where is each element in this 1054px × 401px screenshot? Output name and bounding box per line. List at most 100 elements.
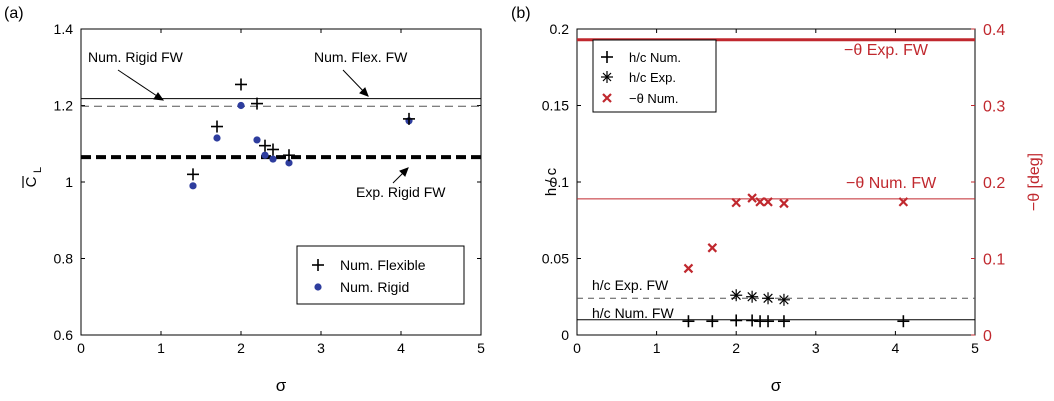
annotation-num-flex-fw: Num. Flex. FW bbox=[314, 49, 408, 65]
panel-b-label: (b) bbox=[511, 5, 531, 22]
point-hc-exp bbox=[777, 293, 790, 306]
annotation-exp-rigid-fw: Exp. Rigid FW bbox=[356, 184, 446, 200]
legend-plus-marker-b bbox=[601, 51, 613, 63]
panel-a-xlabel: σ bbox=[276, 376, 287, 395]
y-tick-label: 1 bbox=[65, 174, 73, 190]
panel-a-data-points bbox=[187, 78, 415, 190]
point-num-flexible bbox=[267, 143, 279, 156]
legend-box-b bbox=[592, 39, 717, 113]
y-tick-label: 0.8 bbox=[54, 251, 74, 267]
legend-box bbox=[296, 245, 465, 305]
y-tick-label: 1.4 bbox=[54, 21, 74, 37]
y-tick-label: 0.6 bbox=[54, 327, 74, 343]
legend-num-flexible: Num. Flexible bbox=[340, 257, 426, 273]
annotation-theta-exp-fw: −θ Exp. FW bbox=[844, 42, 929, 59]
point-hc-num bbox=[706, 315, 719, 328]
y-tick-label-left: 0 bbox=[561, 327, 569, 343]
panel-b-reference-lines bbox=[577, 38, 975, 321]
y-tick-label-right: 0.3 bbox=[983, 99, 1005, 116]
legend-asterisk-marker bbox=[601, 71, 613, 83]
point-num-flexible bbox=[235, 78, 247, 91]
legend-theta-num: −θ Num. bbox=[629, 91, 679, 106]
x-tick-label: 2 bbox=[732, 340, 740, 356]
panel-a-ylabel-main: C bbox=[23, 176, 40, 187]
panel-a-label: (a) bbox=[4, 5, 24, 22]
point-theta-num bbox=[763, 197, 773, 207]
y-tick-label-right: 0.2 bbox=[983, 175, 1005, 192]
panel-b-ylabel-right: −θ [deg] bbox=[1026, 153, 1043, 211]
point-num-rigid bbox=[189, 182, 197, 190]
annotation-num-rigid-fw: Num. Rigid FW bbox=[88, 49, 184, 65]
point-hc-num bbox=[897, 315, 910, 328]
y-tick-label-left: 0.15 bbox=[542, 98, 569, 114]
point-theta-num bbox=[755, 197, 765, 207]
point-theta-num bbox=[731, 197, 741, 208]
panel-b-legend: h/c Num. h/c Exp. −θ Num. bbox=[592, 39, 717, 113]
point-hc-num bbox=[730, 314, 743, 327]
x-tick-label: 2 bbox=[237, 340, 245, 356]
point-num-rigid bbox=[261, 151, 269, 159]
point-hc-exp bbox=[730, 289, 743, 302]
point-hc-exp bbox=[762, 292, 775, 305]
x-tick-label: 1 bbox=[653, 340, 661, 356]
panel-b-xlabel: σ bbox=[771, 376, 782, 395]
point-theta-num bbox=[707, 243, 718, 253]
panel-b-data-points bbox=[682, 193, 910, 328]
legend-num-rigid: Num. Rigid bbox=[340, 279, 409, 295]
x-tick-label: 0 bbox=[573, 340, 581, 356]
x-tick-label: 4 bbox=[892, 340, 900, 356]
annotation-theta-num-fw: −θ Num. FW bbox=[846, 175, 937, 192]
annotation-arrows bbox=[117, 69, 409, 184]
x-tick-label: 4 bbox=[397, 340, 405, 356]
point-hc-exp bbox=[746, 290, 759, 303]
point-num-flexible bbox=[251, 97, 263, 110]
point-theta-num bbox=[747, 193, 757, 203]
y-tick-label-left: 0.2 bbox=[550, 21, 570, 37]
point-num-flexible bbox=[187, 168, 199, 181]
point-num-flexible bbox=[259, 139, 271, 152]
panel-b-ylabel-left: h / c bbox=[543, 167, 560, 196]
legend-hc-num: h/c Num. bbox=[629, 50, 681, 65]
point-num-rigid bbox=[285, 159, 293, 167]
point-num-flexible bbox=[211, 120, 223, 133]
legend-hc-exp: h/c Exp. bbox=[629, 70, 676, 85]
annotation-hc-num-fw: h/c Num. FW bbox=[592, 305, 674, 321]
y-tick-label-right: 0.1 bbox=[983, 252, 1005, 269]
point-hc-num bbox=[777, 315, 790, 328]
point-num-rigid bbox=[213, 134, 221, 142]
x-tick-label: 3 bbox=[812, 340, 820, 356]
annotation-hc-exp-fw: h/c Exp. FW bbox=[592, 277, 669, 293]
y-tick-label-right: 0 bbox=[983, 328, 992, 345]
panel-a-reference-lines bbox=[81, 98, 481, 160]
legend-dot-marker bbox=[314, 283, 322, 291]
panel-a-ylabel: C L bbox=[22, 167, 44, 188]
panel-a: (a) 0 1 2 3 4 5 0.6 0.8 1 1.2 1.4 Num. Rigid FW Nu… bbox=[4, 5, 485, 395]
panel-a-legend: Num. Flexible Num. Rigid bbox=[296, 245, 465, 305]
panel-a-ylabel-sub: L bbox=[32, 167, 44, 173]
y-tick-label-left: 0.05 bbox=[542, 251, 569, 267]
x-tick-label: 5 bbox=[477, 340, 485, 356]
legend-plus-marker bbox=[312, 259, 324, 271]
x-tick-label: 3 bbox=[317, 340, 325, 356]
x-tick-label: 0 bbox=[77, 340, 85, 356]
point-theta-num bbox=[898, 197, 909, 207]
y-tick-label-left: 0.1 bbox=[550, 174, 570, 190]
legend-x-marker bbox=[602, 93, 612, 103]
point-num-rigid bbox=[253, 136, 261, 144]
point-num-rigid bbox=[269, 155, 277, 163]
x-tick-label: 5 bbox=[971, 340, 979, 356]
point-hc-num bbox=[762, 315, 775, 328]
point-num-flexible bbox=[283, 149, 295, 162]
point-theta-num bbox=[779, 198, 789, 209]
point-theta-num bbox=[683, 263, 694, 274]
point-num-flexible bbox=[403, 112, 415, 125]
panel-b-ticks: 0 1 2 3 4 500.050.10.150.200.10.20.30.4 bbox=[542, 21, 1006, 356]
y-tick-label-right: 0.4 bbox=[983, 22, 1005, 39]
panel-b: (b) 0 1 2 3 4 500.050.10.150.200.10.20.30.4 −… bbox=[511, 5, 1043, 395]
y-tick-label: 1.2 bbox=[54, 98, 74, 114]
x-tick-label: 1 bbox=[157, 340, 165, 356]
panel-a-ticks: 0 1 2 3 4 5 0.6 0.8 1 1.2 1.4 bbox=[54, 21, 486, 356]
point-num-rigid bbox=[237, 101, 245, 110]
point-hc-num bbox=[682, 315, 695, 328]
